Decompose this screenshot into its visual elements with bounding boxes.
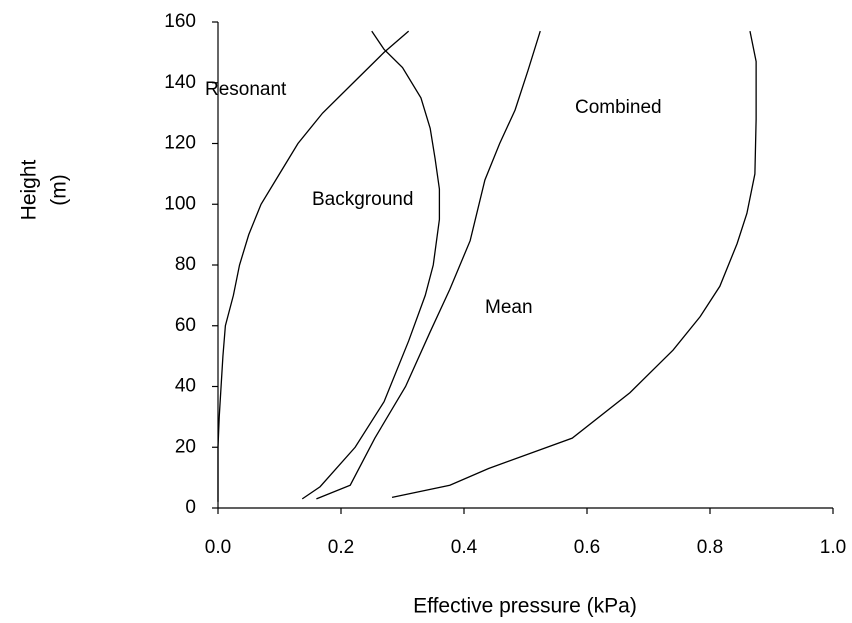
y-tick-label: 140 xyxy=(164,72,196,93)
y-tick-label: 40 xyxy=(175,376,196,397)
x-tick-label: 1.0 xyxy=(820,537,846,558)
y-tick-label: 80 xyxy=(175,254,196,275)
x-tick-label: 0.4 xyxy=(451,537,478,558)
y-tick-label: 120 xyxy=(164,133,196,154)
y-tick-label: 100 xyxy=(164,193,196,214)
y-tick-label: 160 xyxy=(164,11,196,32)
y-tick-label: 0 xyxy=(185,497,196,518)
series-label: Background xyxy=(312,189,413,210)
y-axis-title: Height xyxy=(18,159,41,220)
x-tick-label: 0.2 xyxy=(328,537,354,558)
series-label: Resonant xyxy=(205,79,287,100)
y-tick-label: 20 xyxy=(175,436,196,457)
x-tick-label: 0.8 xyxy=(697,537,723,558)
x-tick-label: 0.6 xyxy=(574,537,600,558)
series-line xyxy=(217,30,410,502)
series-line xyxy=(391,30,757,499)
y-axis-unit: (m) xyxy=(48,174,71,205)
series-line xyxy=(301,30,441,500)
series-label: Combined xyxy=(575,97,662,118)
series-line xyxy=(316,30,541,500)
y-tick-label: 60 xyxy=(175,315,196,336)
x-tick-label: 0.0 xyxy=(205,537,231,558)
x-axis-title: Effective pressure (kPa) xyxy=(413,595,637,618)
series-label: Mean xyxy=(485,297,533,318)
